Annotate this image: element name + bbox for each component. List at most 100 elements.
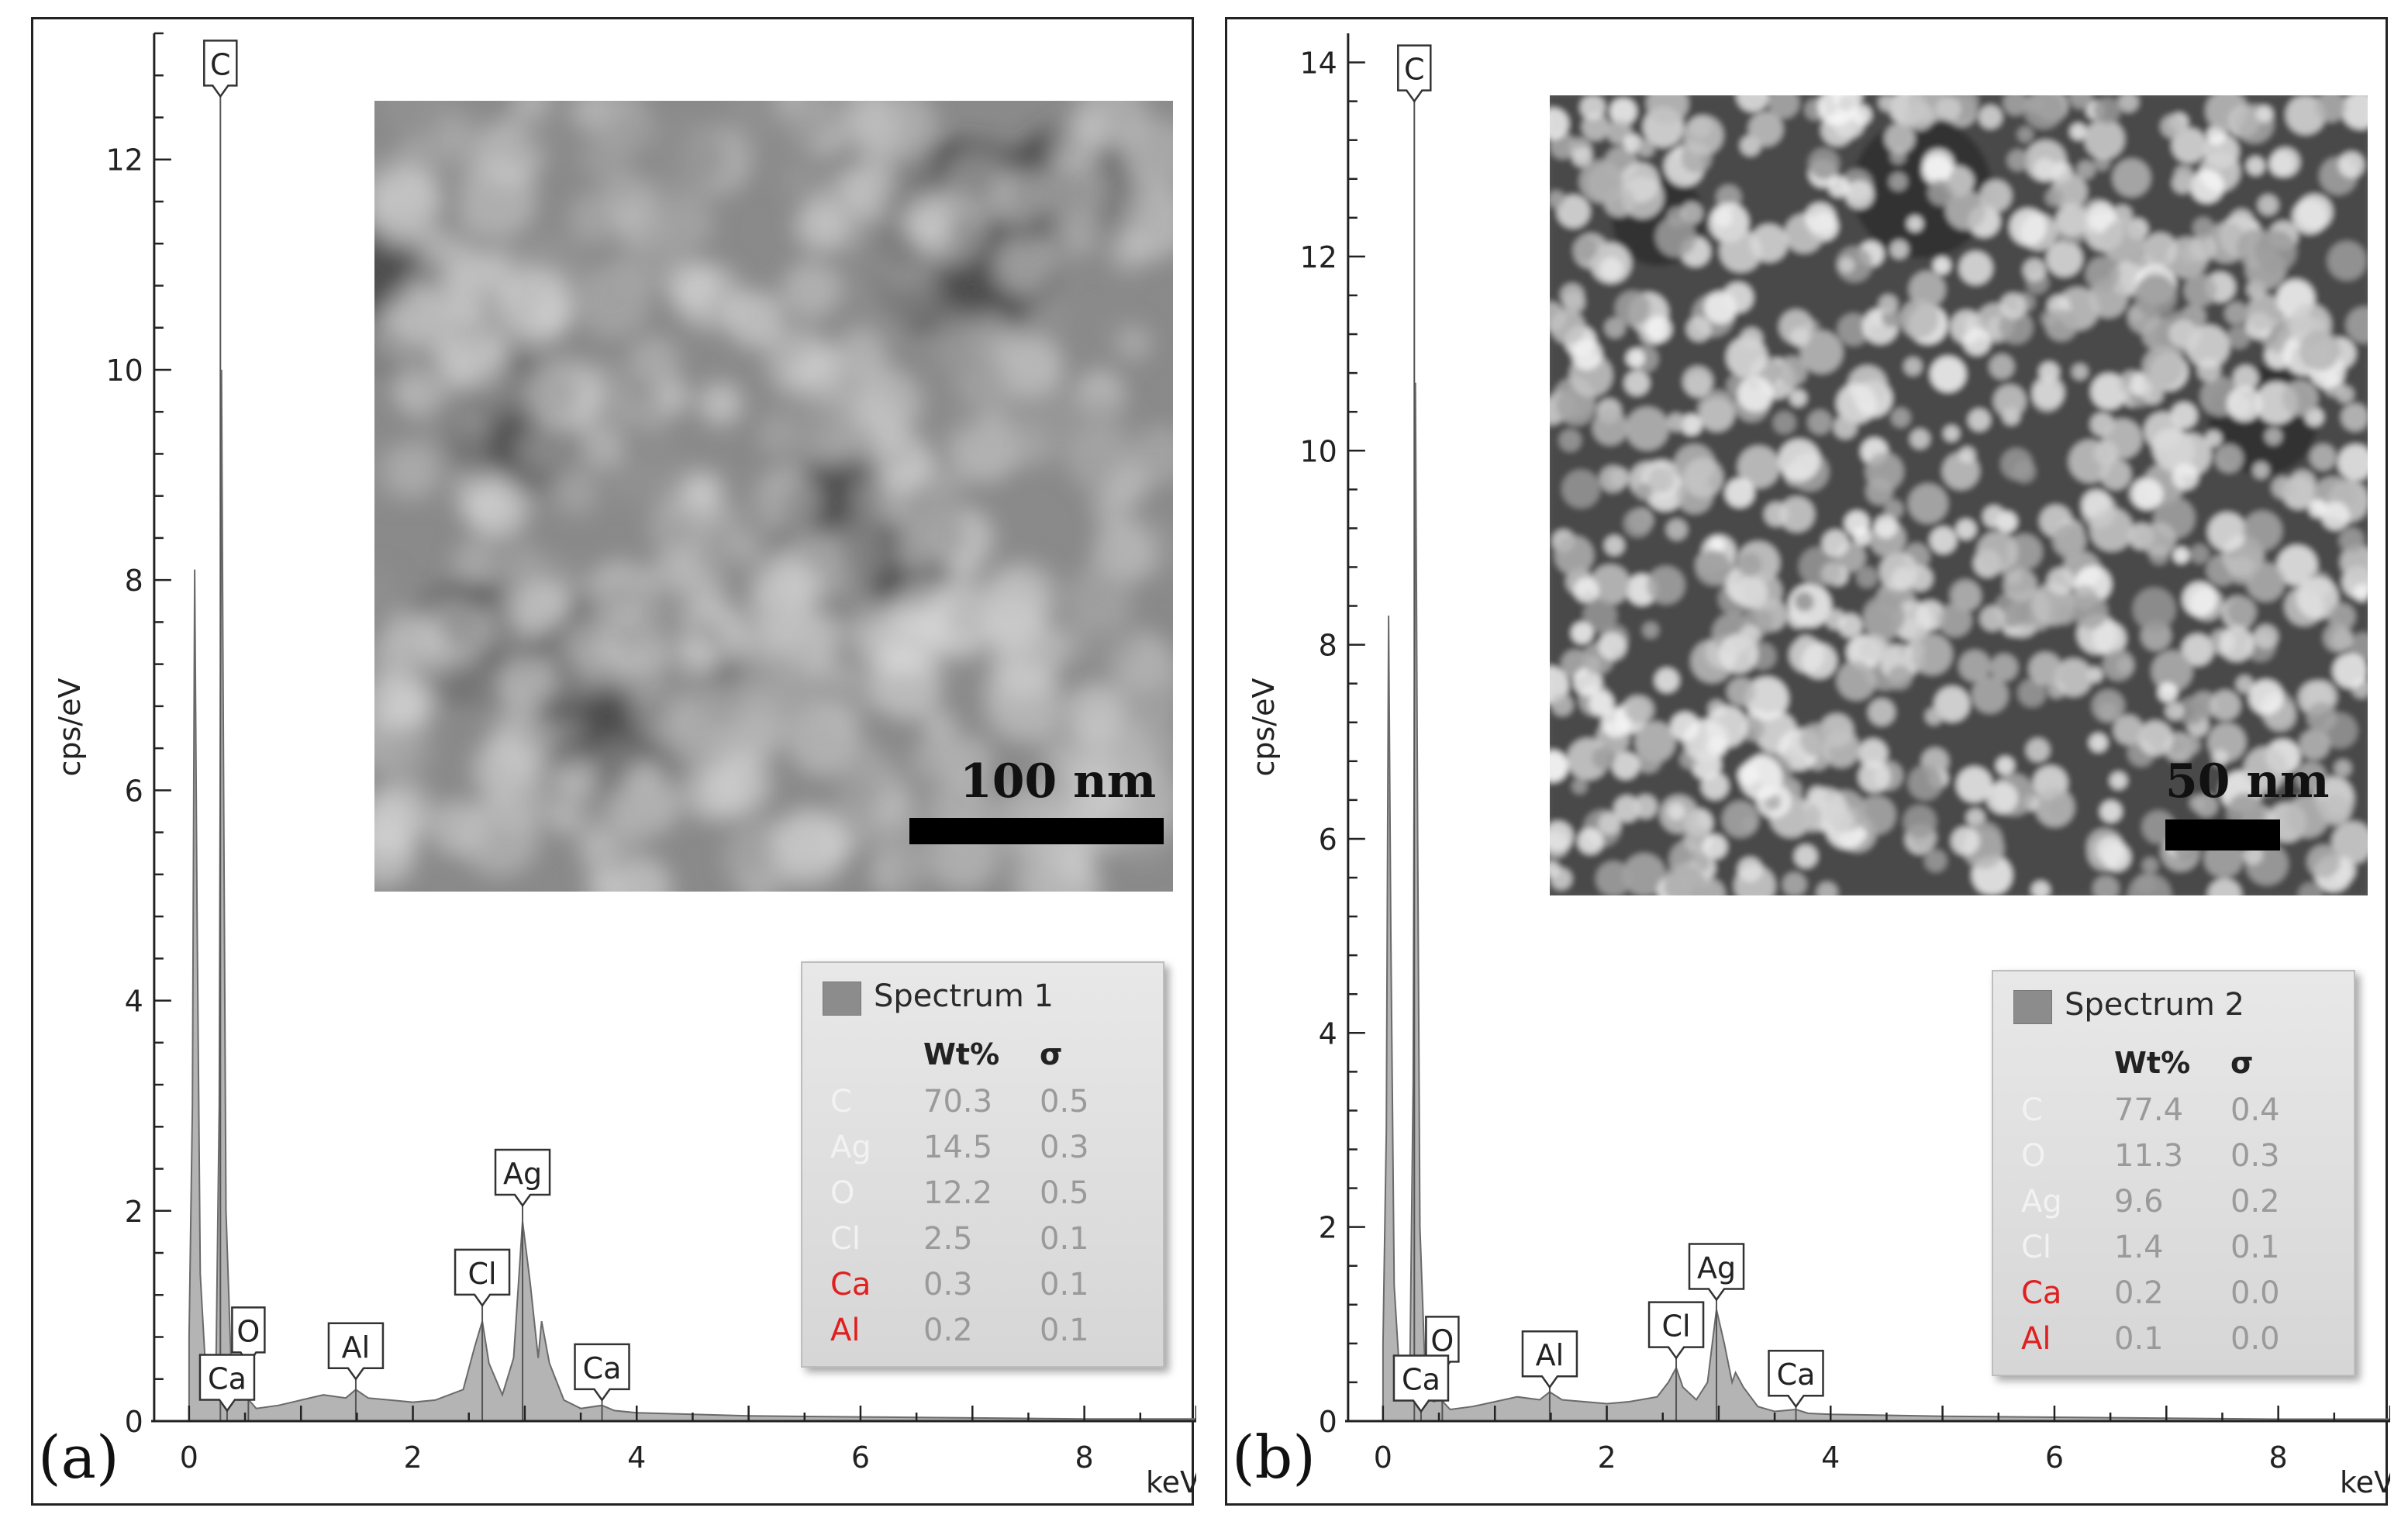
legend-header-wt: Wt%	[2114, 1046, 2191, 1080]
legend-header-sigma: σ	[1040, 1037, 1063, 1071]
legend-header-wt: Wt%	[923, 1037, 1000, 1071]
peak-label-al: Al	[327, 1322, 385, 1421]
y-tick-label: 12	[1300, 240, 1337, 274]
legend-sigma-value: 0.2	[2230, 1184, 2280, 1220]
y-tick-label: 4	[125, 985, 143, 1019]
legend-wt-value: 0.1	[2114, 1321, 2164, 1357]
legend-wt-value: 77.4	[2114, 1092, 2184, 1128]
x-tick-label: 6	[2045, 1440, 2064, 1475]
panel-label-b: (b)	[1232, 1423, 1316, 1492]
x-axis-label: keV	[1146, 1465, 1196, 1499]
panel-a: C O Ca Al Cl Ag Ca 0 2 4 6 8 10 12 0 2 4 6 8 keV cps/eV 100 …	[31, 17, 1196, 1506]
sem-image-b	[1550, 95, 2368, 895]
legend-wt-value: 0.2	[2114, 1275, 2164, 1311]
peak-label-c: C	[203, 40, 238, 1421]
legend-sigma-value: 0.3	[2230, 1138, 2280, 1174]
legend-swatch	[2013, 990, 2052, 1024]
legend-sigma-value: 0.4	[2230, 1092, 2280, 1128]
peak-label-al: Al	[1521, 1330, 1578, 1421]
legend-wt-value: 70.3	[923, 1084, 993, 1120]
legend-wt-value: 14.5	[923, 1130, 993, 1165]
y-tick-label: 4	[1319, 1016, 1337, 1051]
legend-element-cl: Cl	[830, 1221, 861, 1257]
legend-sigma-value: 0.1	[2230, 1230, 2280, 1265]
legend-sigma-value: 0.0	[2230, 1321, 2280, 1357]
legend-wt-value: 12.2	[923, 1175, 993, 1211]
legend-element-c: C	[830, 1084, 852, 1120]
svg-text:Al: Al	[1536, 1338, 1565, 1372]
peak-label-cl: Cl	[454, 1248, 511, 1421]
peak-label-ca: Ca	[574, 1343, 630, 1421]
legend-element-al: Al	[830, 1313, 861, 1348]
scalebar-label-a: 100 nm	[960, 754, 1157, 809]
legend-header-sigma: σ	[2230, 1046, 2254, 1080]
svg-text:Cl: Cl	[1662, 1309, 1691, 1344]
y-tick-label: 10	[1300, 434, 1337, 468]
x-tick-label: 4	[1821, 1440, 1840, 1475]
svg-text:Ca: Ca	[1402, 1362, 1440, 1396]
x-tick-label: 8	[2269, 1440, 2288, 1475]
svg-text:O: O	[1430, 1323, 1454, 1358]
legend-sigma-value: 0.5	[1040, 1084, 1089, 1120]
legend-title: Spectrum 1	[874, 978, 1054, 1014]
legend-element-al: Al	[2021, 1321, 2051, 1357]
y-tick-label: 0	[125, 1405, 143, 1439]
y-tick-label: 2	[125, 1195, 143, 1229]
legend-element-cl: Cl	[2021, 1230, 2052, 1265]
legend-swatch	[823, 982, 861, 1016]
peak-label-o: O	[231, 1306, 266, 1421]
legend-a: Spectrum 1 Wt% σ C 70.3 0.5 Ag 14.5 0.3 O 12.2 0…	[801, 961, 1164, 1368]
legend-wt-value: 0.2	[923, 1313, 973, 1348]
y-tick-label: 6	[125, 774, 143, 808]
svg-text:Ca: Ca	[583, 1351, 622, 1385]
y-tick-label: 8	[125, 564, 143, 598]
legend-element-c: C	[2021, 1092, 2043, 1128]
x-axis-label: keV	[2340, 1465, 2390, 1499]
legend-sigma-value: 0.0	[2230, 1275, 2280, 1311]
legend-sigma-value: 0.1	[1040, 1313, 1089, 1348]
y-tick-label: 12	[106, 143, 143, 178]
svg-text:C: C	[210, 47, 231, 81]
legend-wt-value: 1.4	[2114, 1230, 2164, 1265]
x-tick-label: 8	[1075, 1440, 1094, 1475]
peak-label-ca: Ca	[1768, 1349, 1824, 1421]
legend-sigma-value: 0.5	[1040, 1175, 1089, 1211]
peak-label-ag: Ag	[1688, 1243, 1745, 1421]
x-tick-label: 6	[851, 1440, 870, 1475]
svg-text:Cl: Cl	[468, 1257, 497, 1291]
svg-text:Ag: Ag	[1697, 1251, 1736, 1285]
peak-label-cl: Cl	[1647, 1301, 1705, 1421]
x-tick-label: 4	[627, 1440, 646, 1475]
scalebar-label-b: 50 nm	[2165, 754, 2330, 809]
x-tick-label: 0	[1374, 1440, 1392, 1475]
svg-text:C: C	[1404, 53, 1425, 87]
legend-element-ag: Ag	[830, 1130, 871, 1165]
legend-wt-value: 0.3	[923, 1267, 973, 1302]
svg-text:Ca: Ca	[1777, 1358, 1816, 1392]
y-axis-label: cps/eV	[53, 678, 87, 777]
legend-wt-value: 11.3	[2114, 1138, 2184, 1174]
peak-label-ca: Ca	[198, 1354, 256, 1421]
x-tick-label: 2	[403, 1440, 422, 1475]
svg-text:Ca: Ca	[208, 1361, 247, 1396]
legend-element-ca: Ca	[830, 1267, 871, 1302]
y-tick-label: 2	[1319, 1211, 1337, 1245]
svg-text:Al: Al	[342, 1330, 371, 1365]
legend-title: Spectrum 2	[2065, 987, 2244, 1023]
spectrum-chart-a: C O Ca Al Cl Ag Ca 0 2 4 6 8 10 12 0 2 4 6 8 keV cps/eV	[53, 32, 1196, 1499]
legend-sigma-value: 0.1	[1040, 1267, 1089, 1302]
y-axis-label: cps/eV	[1247, 678, 1281, 777]
svg-text:O: O	[236, 1314, 260, 1348]
peak-label-ag: Ag	[494, 1148, 551, 1421]
panel-b: C O Ca Al Cl Ag Ca 0 2 4 6 8 10 12 14 0 2 4 6 8 keV cps/eV 50…	[1225, 17, 2390, 1506]
y-tick-label: 6	[1319, 823, 1337, 857]
legend-element-ag: Ag	[2021, 1184, 2062, 1220]
legend-b: Spectrum 2 Wt% σ C 77.4 0.4 O 11.3 0.3 Ag 9.6 0.…	[1992, 970, 2355, 1376]
legend-element-ca: Ca	[2021, 1275, 2062, 1311]
legend-wt-value: 9.6	[2114, 1184, 2164, 1220]
y-tick-label: 14	[1300, 47, 1337, 81]
y-tick-label: 8	[1319, 629, 1337, 663]
x-tick-label: 2	[1597, 1440, 1616, 1475]
legend-element-o: O	[2021, 1138, 2046, 1174]
sem-image-a	[374, 101, 1173, 892]
